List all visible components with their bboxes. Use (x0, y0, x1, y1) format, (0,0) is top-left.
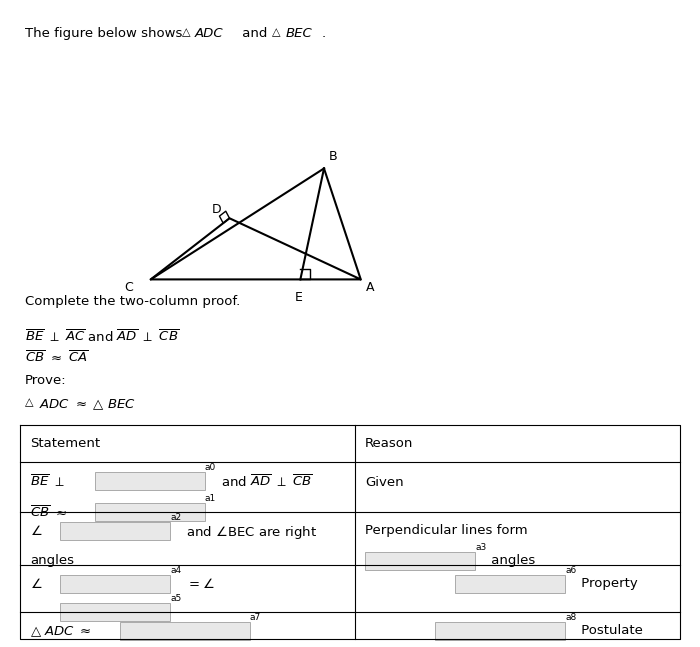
Bar (60, 522, 170, 540)
Text: Given: Given (365, 476, 404, 488)
Text: Complete the two-column proof.: Complete the two-column proof. (25, 295, 240, 308)
Bar (60, 575, 170, 593)
Text: and $\angle$BEC are right: and $\angle$BEC are right (182, 524, 317, 541)
Text: $\overline{BE}$ $\perp$ $\overline{AC}$ and $\overline{AD}$ $\perp$ $\overline{C: $\overline{BE}$ $\perp$ $\overline{AC}$ … (25, 329, 179, 345)
Text: a2: a2 (170, 513, 181, 522)
Text: Prove:: Prove: (25, 374, 66, 387)
Bar (95, 472, 205, 490)
Text: $\overline{BE}$ $\perp$: $\overline{BE}$ $\perp$ (30, 474, 65, 490)
Text: a0: a0 (205, 463, 216, 472)
Text: Postulate: Postulate (577, 624, 643, 637)
Text: a5: a5 (170, 594, 181, 603)
Text: a8: a8 (565, 613, 576, 622)
Text: B: B (329, 151, 337, 164)
Text: $\overline{CB}$ $\approx$ $\overline{CA}$: $\overline{CB}$ $\approx$ $\overline{CA}… (25, 350, 88, 366)
Text: .: . (322, 27, 326, 40)
Bar (95, 503, 205, 521)
Text: The figure below shows: The figure below shows (25, 27, 187, 40)
Text: and: and (238, 27, 272, 40)
Text: a7: a7 (250, 613, 261, 622)
Text: △: △ (25, 397, 37, 407)
Text: Perpendicular lines form: Perpendicular lines form (365, 524, 528, 537)
Text: △: △ (182, 27, 194, 37)
Text: $\angle$: $\angle$ (30, 577, 43, 591)
Text: and $\overline{AD}$ $\perp$ $\overline{CB}$: and $\overline{AD}$ $\perp$ $\overline{C… (217, 474, 313, 490)
Text: Reason: Reason (365, 437, 414, 450)
Text: a1: a1 (205, 494, 216, 503)
Text: a3: a3 (475, 543, 486, 552)
Text: Property: Property (577, 577, 638, 590)
Text: $\angle$: $\angle$ (30, 524, 43, 538)
Text: △ $ADC$ $\approx$: △ $ADC$ $\approx$ (30, 624, 92, 639)
Text: angles: angles (30, 554, 74, 567)
Bar (60, 603, 170, 621)
Text: $= \angle$: $= \angle$ (182, 577, 215, 591)
Text: a4: a4 (170, 566, 181, 575)
Text: D: D (211, 203, 221, 216)
Text: $ADC$ $\approx$ △ $BEC$: $ADC$ $\approx$ △ $BEC$ (39, 397, 136, 411)
Text: A: A (365, 281, 375, 294)
Bar (120, 622, 250, 640)
Text: angles: angles (487, 554, 536, 567)
Bar (455, 575, 565, 593)
Text: △: △ (272, 27, 284, 37)
Text: a6: a6 (565, 566, 576, 575)
Bar (435, 622, 565, 640)
Text: $\overline{CB}$ $\approx$: $\overline{CB}$ $\approx$ (30, 505, 66, 521)
Bar (365, 552, 475, 570)
Text: E: E (295, 291, 302, 304)
Text: BEC: BEC (286, 27, 313, 40)
Text: Statement: Statement (30, 437, 100, 450)
Text: C: C (124, 281, 133, 294)
Text: ADC: ADC (195, 27, 223, 40)
